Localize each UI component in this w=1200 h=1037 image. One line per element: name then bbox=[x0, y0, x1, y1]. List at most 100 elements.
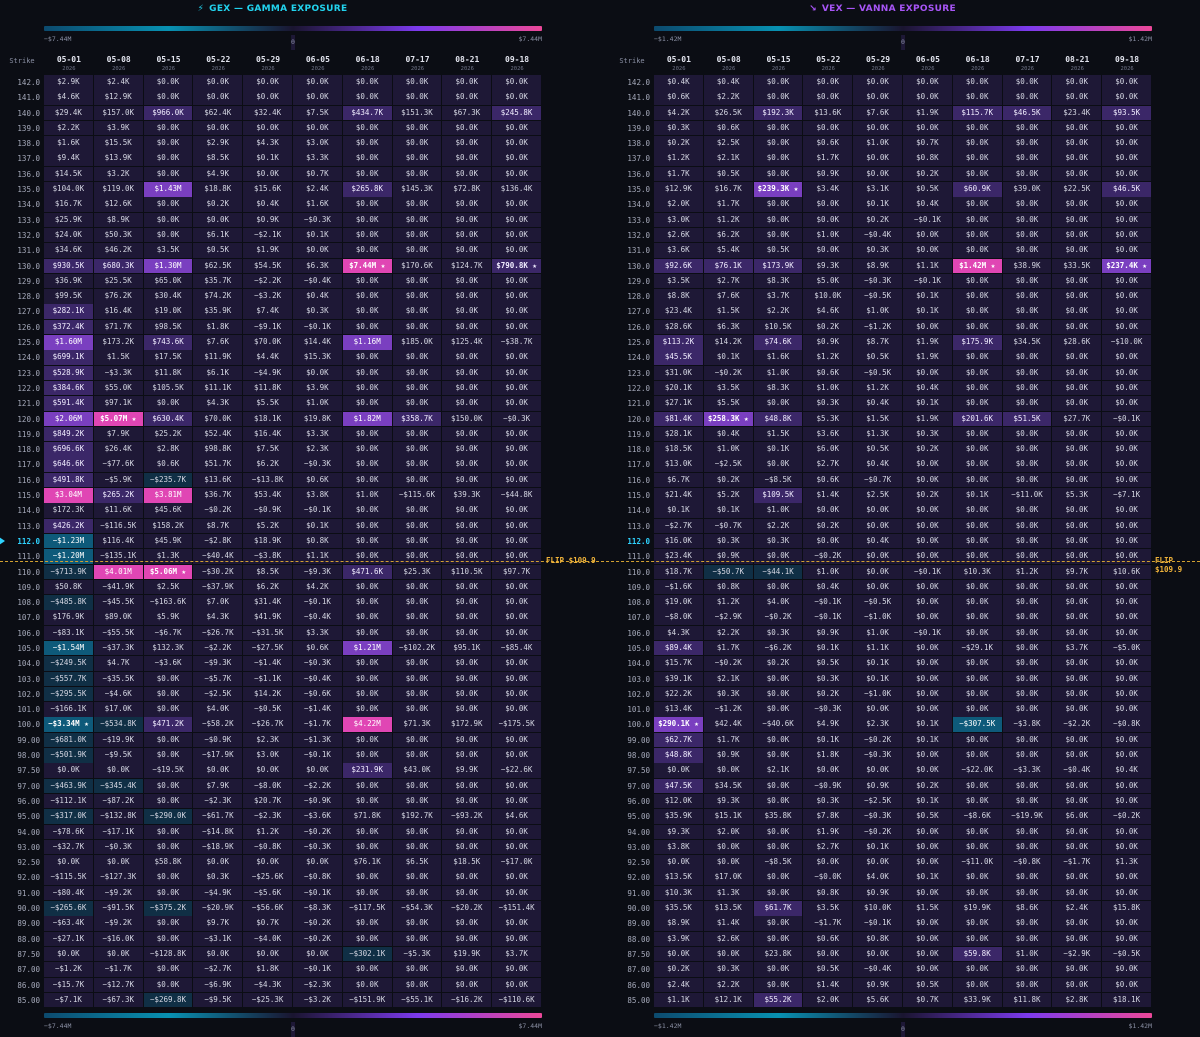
exposure-cell[interactable]: $0.0K bbox=[442, 702, 492, 717]
exposure-cell[interactable]: −$1.6K bbox=[654, 579, 703, 595]
exposure-cell[interactable]: $0.0K bbox=[392, 503, 442, 518]
exposure-cell[interactable]: $0.0K bbox=[143, 977, 193, 993]
exposure-cell[interactable]: $0.0K bbox=[1052, 671, 1102, 687]
exposure-cell[interactable]: −$0.2K bbox=[803, 549, 853, 564]
exposure-cell[interactable]: $0.0K bbox=[1052, 380, 1102, 396]
exposure-cell[interactable]: −$1.0K bbox=[853, 686, 902, 702]
exposure-cell[interactable]: $19.8K bbox=[292, 411, 342, 427]
exposure-cell[interactable]: $0.0K bbox=[392, 610, 442, 625]
exposure-cell[interactable]: $0.0K bbox=[1102, 625, 1151, 641]
exposure-cell[interactable]: $1.1K bbox=[853, 640, 902, 656]
exposure-cell[interactable]: $0.0K bbox=[143, 931, 193, 947]
exposure-cell[interactable]: $0.0K bbox=[952, 962, 1002, 977]
exposure-cell[interactable]: $0.0K bbox=[342, 870, 392, 885]
exposure-cell[interactable]: $6.1K bbox=[193, 365, 243, 381]
exposure-cell[interactable]: $0.0K bbox=[1052, 778, 1102, 794]
exposure-cell[interactable]: −$8.3K bbox=[292, 901, 342, 916]
exposure-cell[interactable]: $0.0K bbox=[292, 855, 342, 870]
exposure-cell[interactable]: $0.0K bbox=[952, 75, 1002, 90]
exposure-cell[interactable]: $0.0K bbox=[442, 442, 492, 457]
exposure-cell[interactable]: −$0.1K bbox=[902, 625, 952, 641]
exposure-cell[interactable]: $7.9K bbox=[93, 426, 143, 442]
exposure-cell[interactable]: $46.5K bbox=[1002, 105, 1052, 121]
exposure-cell[interactable]: $3.6K bbox=[803, 426, 853, 442]
exposure-cell[interactable]: $1.0K bbox=[803, 564, 853, 579]
exposure-cell[interactable]: $0.0K bbox=[442, 365, 492, 381]
exposure-cell[interactable]: −$127.3K bbox=[93, 870, 143, 885]
exposure-cell[interactable]: $0.0K bbox=[853, 549, 902, 564]
exposure-cell[interactable]: $0.0K bbox=[442, 75, 492, 90]
exposure-cell[interactable]: $0.7K bbox=[902, 136, 952, 151]
exposure-cell[interactable]: −$3.6K bbox=[292, 809, 342, 824]
exposure-cell[interactable]: $0.0K bbox=[342, 549, 392, 564]
exposure-cell[interactable]: $5.3K bbox=[1052, 488, 1102, 503]
exposure-cell[interactable]: $0.6K bbox=[292, 472, 342, 488]
exposure-cell[interactable]: $0.8K bbox=[902, 151, 952, 166]
exposure-cell[interactable]: $0.0K bbox=[392, 426, 442, 442]
exposure-cell[interactable]: $7.6K bbox=[703, 289, 753, 304]
exposure-cell[interactable]: $0.0K bbox=[442, 916, 492, 931]
expiry-header[interactable]: 07-17 2026 bbox=[393, 55, 443, 73]
exposure-cell[interactable]: $0.0K bbox=[853, 75, 902, 90]
exposure-cell[interactable]: −$4.9K bbox=[243, 365, 292, 381]
exposure-cell[interactable]: −$30.2K bbox=[193, 564, 243, 579]
exposure-cell[interactable]: $0.0K bbox=[703, 946, 753, 962]
exposure-cell[interactable]: $175.9K bbox=[952, 335, 1002, 350]
exposure-cell[interactable]: $0.0K bbox=[1002, 793, 1052, 809]
exposure-cell[interactable]: $0.0K bbox=[803, 243, 853, 258]
exposure-cell[interactable]: $8.9K bbox=[654, 916, 703, 931]
exposure-cell[interactable]: $18.9K bbox=[243, 533, 292, 549]
exposure-cell[interactable]: $265.2K bbox=[93, 488, 143, 503]
exposure-cell[interactable]: $0.0K bbox=[292, 243, 342, 258]
exposure-cell[interactable]: −$1.7K bbox=[1052, 855, 1102, 870]
exposure-cell[interactable]: $0.0K bbox=[902, 610, 952, 625]
exposure-cell[interactable]: −$345.4K bbox=[93, 778, 143, 794]
exposure-cell[interactable]: $8.5K bbox=[243, 564, 292, 579]
exposure-cell[interactable]: −$0.3K bbox=[853, 809, 902, 824]
exposure-cell[interactable]: $0.0K bbox=[342, 212, 392, 228]
exposure-cell[interactable]: $157.0K bbox=[93, 105, 143, 121]
exposure-cell[interactable]: $0.0K bbox=[1052, 472, 1102, 488]
exposure-cell[interactable]: $0.0K bbox=[392, 365, 442, 381]
exposure-cell[interactable]: $0.0K bbox=[1002, 518, 1052, 534]
exposure-cell[interactable]: $1.0K bbox=[853, 136, 902, 151]
exposure-cell[interactable]: $0.0K bbox=[492, 212, 541, 228]
exposure-cell[interactable]: $65.0K bbox=[143, 273, 193, 289]
expiry-header[interactable]: 09-18 2026 bbox=[1102, 55, 1152, 73]
exposure-cell[interactable]: $0.0K bbox=[392, 962, 442, 977]
expiry-header[interactable]: 06-18 2026 bbox=[953, 55, 1003, 73]
exposure-cell[interactable]: $2.06M bbox=[44, 411, 93, 427]
exposure-cell[interactable]: $35.5K bbox=[654, 901, 703, 916]
exposure-cell[interactable]: $0.0K bbox=[1052, 151, 1102, 166]
exposure-cell[interactable]: −$102.2K bbox=[392, 640, 442, 656]
exposure-cell[interactable]: $0.0K bbox=[753, 916, 803, 931]
exposure-cell[interactable]: $22.5K bbox=[1052, 182, 1102, 197]
exposure-cell[interactable]: $0.0K bbox=[342, 503, 392, 518]
exposure-cell[interactable]: $3.7K bbox=[492, 946, 541, 962]
exposure-cell[interactable]: −$17.1K bbox=[93, 824, 143, 840]
exposure-cell[interactable]: $35.7K bbox=[193, 273, 243, 289]
exposure-cell[interactable]: $5.3K bbox=[803, 411, 853, 427]
exposure-cell[interactable]: $2.0K bbox=[654, 197, 703, 212]
exposure-cell[interactable]: −$80.4K bbox=[44, 885, 93, 901]
exposure-cell[interactable]: $192.3K bbox=[753, 105, 803, 121]
exposure-cell[interactable]: −$0.5K bbox=[853, 595, 902, 610]
exposure-cell[interactable]: $42.4K bbox=[703, 717, 753, 732]
exposure-cell[interactable]: $58.8K bbox=[143, 855, 193, 870]
exposure-cell[interactable]: $45.9K bbox=[143, 533, 193, 549]
exposure-cell[interactable]: $1.1K bbox=[902, 258, 952, 274]
exposure-cell[interactable]: −$14.8K bbox=[193, 824, 243, 840]
exposure-cell[interactable]: $15.3K bbox=[292, 350, 342, 365]
exposure-cell[interactable]: $119.0K bbox=[93, 182, 143, 197]
exposure-cell[interactable]: $0.0K bbox=[902, 702, 952, 717]
exposure-cell[interactable]: $0.0K bbox=[492, 197, 541, 212]
expiry-header[interactable]: 05-15 2026 bbox=[144, 55, 194, 73]
exposure-cell[interactable]: $7.8K bbox=[803, 809, 853, 824]
exposure-cell[interactable]: $0.0K bbox=[492, 166, 541, 182]
exposure-cell[interactable]: $1.5K bbox=[853, 411, 902, 427]
exposure-cell[interactable]: $0.0K bbox=[952, 136, 1002, 151]
exposure-cell[interactable]: $0.1K bbox=[292, 518, 342, 534]
exposure-cell[interactable]: $0.9K bbox=[703, 549, 753, 564]
exposure-cell[interactable]: −$2.3K bbox=[292, 977, 342, 993]
exposure-cell[interactable]: $1.2K bbox=[654, 151, 703, 166]
